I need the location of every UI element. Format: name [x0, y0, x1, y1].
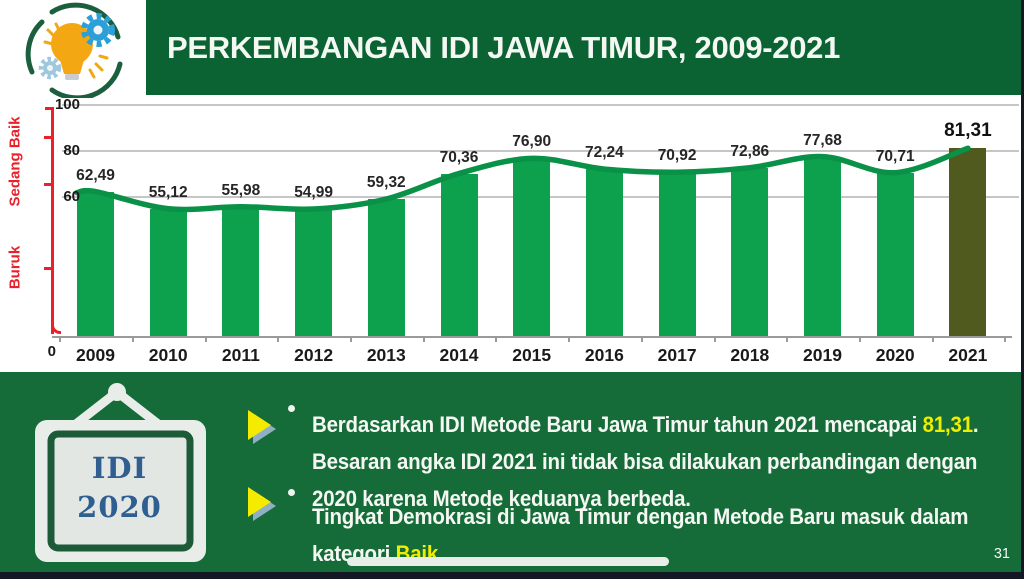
value-label-2010: 55,12: [148, 183, 188, 201]
x-axis-label-2020: 2020: [875, 345, 915, 365]
bar-2021: [949, 148, 987, 336]
value-label-2021: 81,31: [944, 120, 992, 142]
x-axis-baseline: [52, 336, 1012, 338]
x-axis-label-2009: 2009: [76, 345, 115, 365]
x-axis-label-2013: 2013: [366, 345, 406, 365]
value-label-2012: 54,99: [294, 184, 333, 201]
y-axis-label-80: 80: [63, 142, 80, 160]
y-axis-label-100: 100: [54, 96, 80, 113]
bar-2012: [295, 209, 333, 336]
category-axis-hook-top: [45, 107, 52, 110]
bar-2017: [658, 172, 696, 336]
bar-2019: [804, 156, 841, 336]
x-axis-tick: [858, 337, 861, 342]
x-axis-label-2019: 2019: [803, 345, 842, 365]
bar-2009: [77, 191, 114, 336]
value-label-2016: 72,24: [584, 144, 624, 162]
x-axis-label-2018: 2018: [730, 345, 770, 365]
x-axis-tick: [59, 337, 62, 342]
x-axis-label-2015: 2015: [512, 345, 552, 365]
slide-edge-right: [1021, 0, 1024, 579]
category-axis-hook-bottom: [51, 325, 61, 334]
highlighted-text: 81,31: [922, 412, 973, 437]
hanging-sign-icon: [35, 383, 206, 562]
bar-2014: [440, 173, 478, 336]
x-axis-tick: [349, 337, 352, 342]
value-label-2014: 70,36: [439, 148, 479, 166]
x-axis-label-2017: 2017: [657, 345, 697, 365]
x-axis-tick: [786, 337, 789, 342]
value-label-2017: 70,92: [657, 147, 697, 165]
x-axis-tick: [131, 337, 134, 342]
value-label-2019: 77,68: [803, 131, 842, 149]
value-label-2018: 72,86: [730, 142, 770, 160]
x-axis-tick: [204, 337, 207, 342]
x-axis-label-2014: 2014: [439, 345, 479, 365]
x-axis-tick: [422, 337, 425, 342]
x-axis-tick: [277, 337, 280, 342]
zone-label-sedang-baik: Sedang Baik: [6, 116, 24, 207]
bar-2011: [222, 206, 260, 336]
category-axis-line: [51, 107, 54, 334]
bar-2018: [731, 167, 769, 336]
bullet-dot-icon: [288, 489, 295, 496]
idi-bar-chart: Sedang Baik Buruk 100 80 60 0 62,49 2009 55,12…: [0, 95, 1021, 372]
arrow-bullet-icon: [248, 410, 271, 440]
category-axis-tick: [44, 183, 52, 186]
sign-label-line2: 2020: [77, 490, 162, 524]
arrow-bullet-icon: [248, 487, 271, 517]
bar-2013: [367, 199, 405, 336]
bar-2016: [585, 169, 623, 336]
value-label-2020: 70,71: [875, 147, 915, 165]
lightbulb-gears-logo-icon: [25, 2, 123, 98]
footer-decorative-bar: [347, 557, 669, 566]
x-axis-tick: [713, 337, 716, 342]
x-axis-tick: [640, 337, 643, 342]
category-axis-tick: [44, 267, 52, 270]
slide-title: PERKEMBANGAN IDI JAWA TIMUR, 2009-2021: [167, 29, 841, 65]
x-axis-label-2010: 2010: [148, 345, 188, 365]
category-axis-tick: [44, 136, 52, 139]
x-axis-label-2021: 2021: [948, 345, 988, 365]
x-axis-label-2011: 2011: [221, 345, 260, 365]
x-axis-tick: [1004, 337, 1007, 342]
bullet-segment: Berdasarkan IDI Metode Baru Jawa Timur t…: [312, 412, 923, 437]
page-number: 31: [993, 546, 1010, 562]
sign-label: IDI 2020: [48, 449, 191, 527]
slide-edge-bottom: [0, 572, 1024, 579]
y-axis-label-0: 0: [47, 343, 56, 360]
bullet-segment: . Besaran angka IDI 2021 ini tidak bisa …: [312, 412, 979, 511]
x-axis-tick: [568, 337, 571, 342]
value-label-2009: 62,49: [76, 166, 115, 184]
value-label-2011: 55,98: [221, 181, 261, 199]
bar-2015: [513, 158, 551, 336]
header-band: PERKEMBANGAN IDI JAWA TIMUR, 2009-2021: [146, 0, 1021, 95]
bar-2020: [876, 172, 914, 336]
value-label-2015: 76,90: [512, 133, 552, 151]
zone-label-buruk: Buruk: [6, 245, 24, 290]
x-axis-label-2012: 2012: [294, 345, 334, 365]
x-axis-tick: [495, 337, 498, 342]
gridline-100: [62, 104, 1019, 106]
sign-label-line1: IDI: [91, 451, 148, 485]
x-axis-label-2016: 2016: [584, 345, 624, 365]
bullet-dot-icon: [288, 405, 295, 412]
value-label-2013: 59,32: [366, 174, 406, 191]
x-axis-tick: [931, 337, 934, 342]
y-axis-label-60: 60: [63, 188, 80, 206]
bullet-text-1: Berdasarkan IDI Metode Baru Jawa Timur t…: [312, 406, 991, 517]
bar-2010: [149, 208, 187, 336]
